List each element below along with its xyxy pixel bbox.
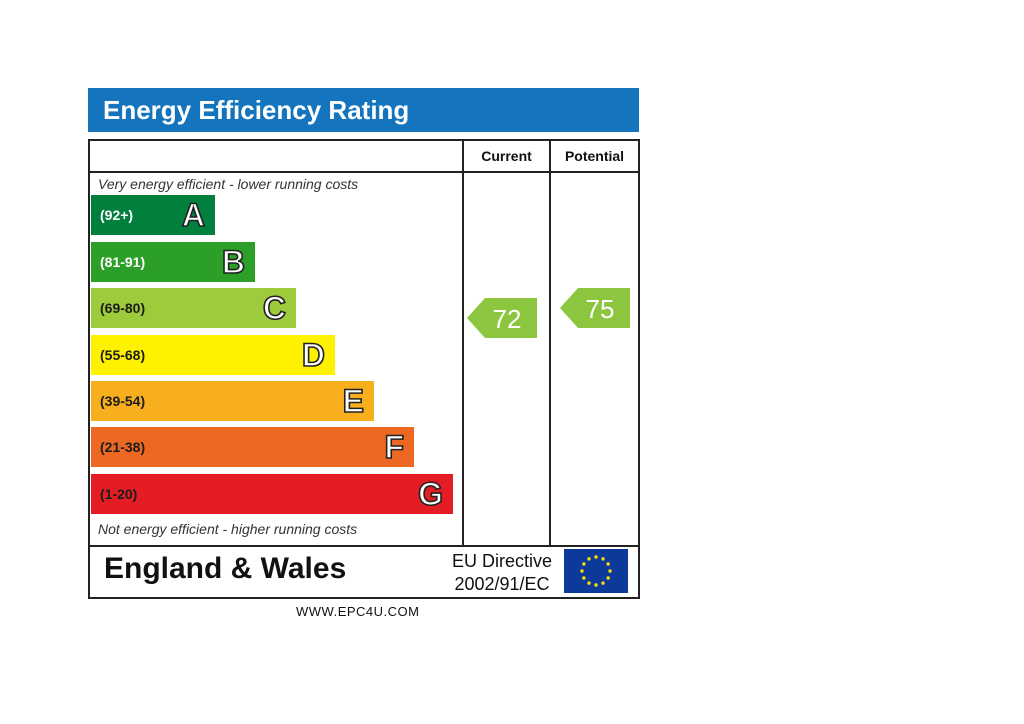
band-letter: C	[262, 289, 287, 327]
footer-url: WWW.EPC4U.COM	[296, 604, 420, 619]
directive-line-2: 2002/91/EC	[454, 574, 550, 594]
band-g: (1-20) G	[91, 474, 453, 514]
potential-rating-value: 75	[586, 294, 615, 324]
star-icon	[601, 581, 605, 585]
potential-rating-arrow-shape	[560, 288, 630, 328]
current-rating-arrow: 72	[467, 298, 537, 338]
divider-potential	[549, 139, 551, 547]
bottom-note: Not energy efficient - higher running co…	[98, 521, 358, 537]
star-icon	[594, 555, 598, 559]
chart-title: Energy Efficiency Rating	[88, 88, 639, 132]
region-label: England & Wales	[104, 552, 347, 585]
star-icon	[582, 562, 586, 566]
band-range-label: (69-80)	[100, 300, 146, 316]
band-letter: E	[342, 382, 365, 420]
band-d: (55-68) D	[91, 335, 335, 375]
band-letter: F	[384, 428, 405, 466]
directive-line-1: EU Directive	[451, 551, 553, 571]
band-letter: G	[417, 475, 443, 513]
star-icon	[587, 557, 591, 561]
divider-current	[462, 139, 464, 547]
header-rule	[88, 171, 640, 173]
band-a: (92+) A	[91, 195, 215, 235]
eu-directive: EU Directive 2002/91/EC	[446, 550, 558, 596]
band-range-label: (92+)	[100, 207, 134, 223]
current-rating-arrow-shape	[467, 298, 537, 338]
band-f: (21-38) F	[91, 427, 414, 467]
star-icon	[601, 557, 605, 561]
footer-rule	[88, 545, 640, 547]
band-range-label: (55-68)	[100, 347, 146, 363]
band-letter: D	[301, 336, 326, 374]
column-header-potential: Potential	[564, 148, 625, 164]
star-icon	[606, 576, 610, 580]
band-range-label: (39-54)	[100, 393, 146, 409]
band-c: (69-80) C	[91, 288, 296, 328]
potential-rating-arrow: 75	[560, 288, 630, 328]
band-letter: B	[221, 243, 246, 281]
column-header-current: Current	[481, 148, 532, 164]
star-icon	[580, 569, 584, 573]
star-icon	[582, 576, 586, 580]
band-range-label: (1-20)	[100, 486, 138, 502]
band-range-label: (81-91)	[100, 254, 146, 270]
current-rating-value: 72	[493, 304, 522, 334]
top-note: Very energy efficient - lower running co…	[98, 176, 359, 192]
band-letter: A	[181, 196, 206, 234]
star-icon	[594, 583, 598, 587]
star-icon	[587, 581, 591, 585]
band-b: (81-91) B	[91, 242, 255, 282]
star-icon	[606, 562, 610, 566]
eu-flag-stars	[580, 555, 612, 587]
eu-flag-icon	[564, 549, 628, 593]
band-range-label: (21-38)	[100, 439, 146, 455]
chart-frame	[88, 139, 640, 599]
band-e: (39-54) E	[91, 381, 374, 421]
star-icon	[608, 569, 612, 573]
